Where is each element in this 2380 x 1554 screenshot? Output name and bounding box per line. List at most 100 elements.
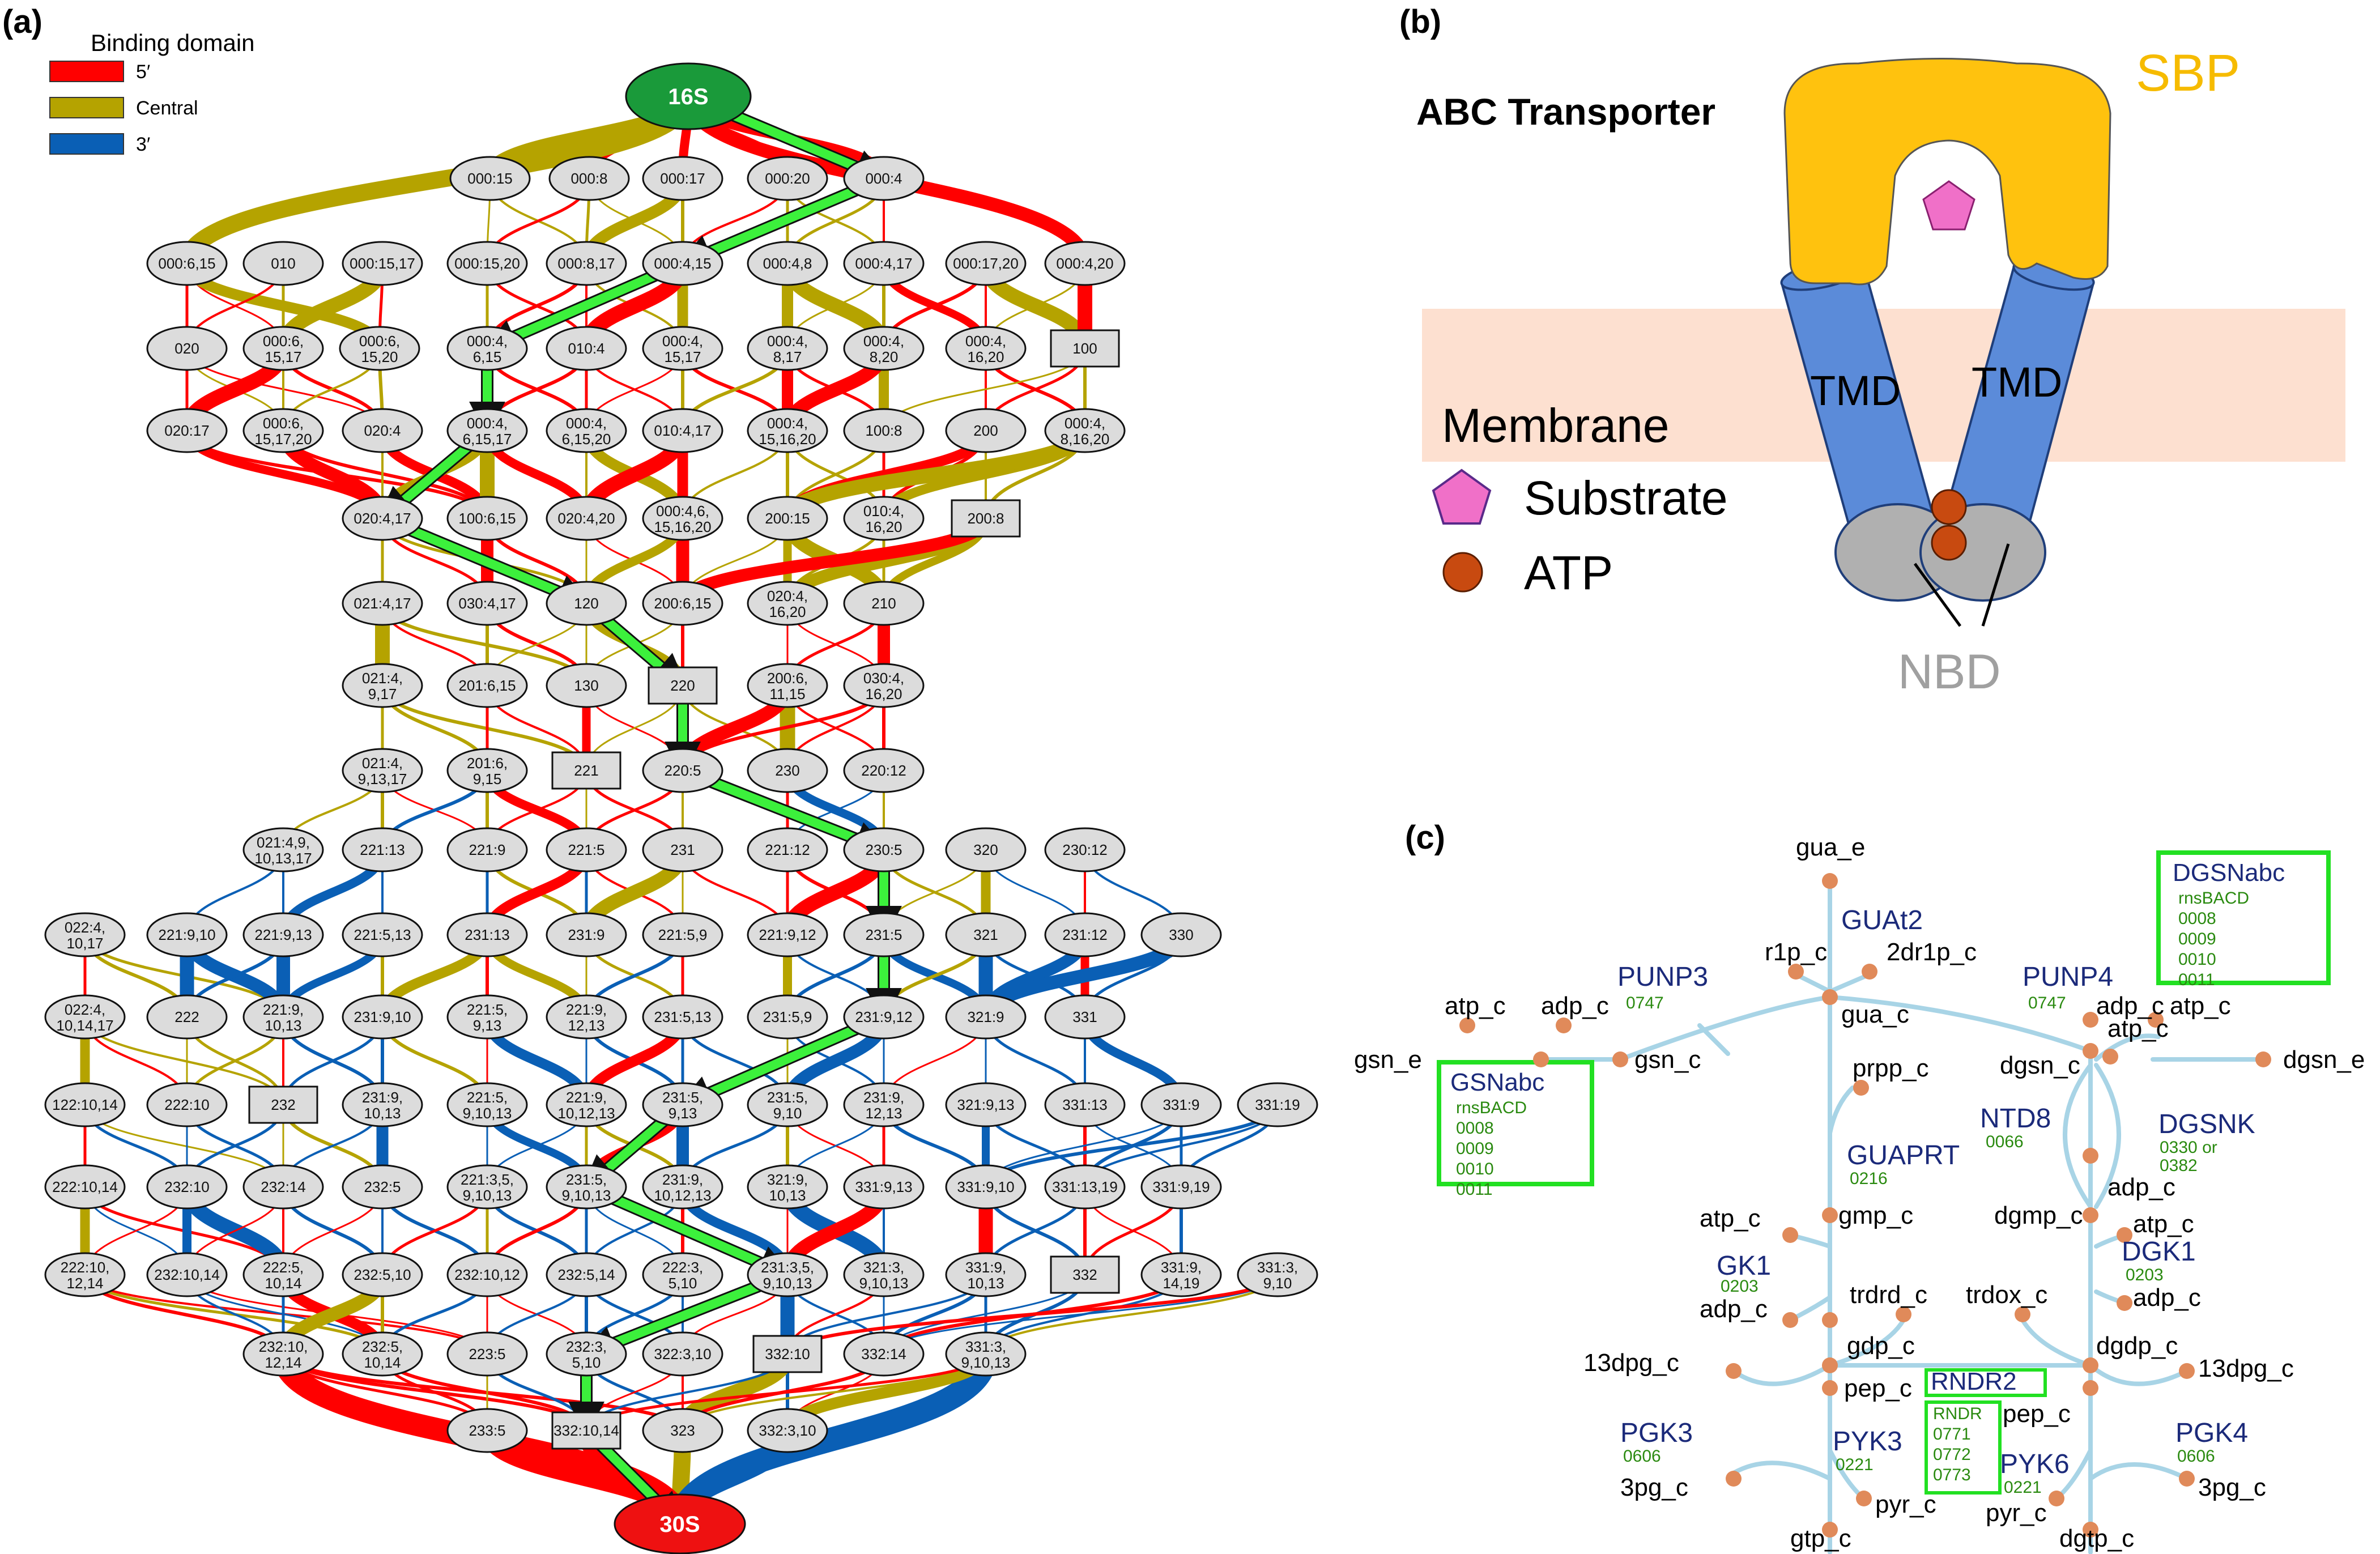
metabolite-dot-16 xyxy=(1782,1227,1798,1243)
metabolite-dot-3 xyxy=(1822,989,1838,1005)
node-label: 021:4, 9,17 xyxy=(362,670,403,703)
node-label: 000:4, 6,15 xyxy=(467,333,508,365)
node-label: 221:9, 10,13 xyxy=(263,1001,304,1034)
reaction-dgsnk: DGSNK xyxy=(2158,1109,2255,1139)
flow-pgk4-b xyxy=(2088,1462,2189,1481)
node-122-10-14: 122:10,14 xyxy=(44,1082,126,1127)
metabolite-dot-5 xyxy=(1556,1017,1572,1033)
node-label: 210 xyxy=(871,595,896,612)
node-000-4-6-15-16-20: 000:4,6, 15,16,20 xyxy=(642,496,723,541)
node-200-8: 200:8 xyxy=(951,499,1021,538)
node-230-5: 230:5 xyxy=(843,827,925,872)
node-label: 232:3, 5,10 xyxy=(566,1338,607,1371)
node-label: 021:4,9, 10,13,17 xyxy=(254,834,312,867)
assembly-edges xyxy=(80,95,1279,1526)
node-label: 220:12 xyxy=(861,762,906,779)
node-100-8: 100:8 xyxy=(843,408,925,453)
metabolite-atp-c: atp_c xyxy=(2133,1210,2194,1238)
node-230-12: 230:12 xyxy=(1044,827,1126,872)
node-200-15: 200:15 xyxy=(747,496,828,541)
metabolite-3pg-c: 3pg_c xyxy=(1620,1474,1688,1501)
node-323: 323 xyxy=(642,1408,723,1453)
reaction-genes-punp3: 0747 xyxy=(1626,994,1664,1012)
node-021-4-17: 021:4,17 xyxy=(342,581,423,626)
node-label: 122:10,14 xyxy=(52,1096,118,1113)
node-label: 222:3, 5,10 xyxy=(662,1259,703,1292)
box-genes-gsnabc: rnsBACD 0008 0009 0010 0011 xyxy=(1456,1099,1527,1199)
node-label: 232:5, 10,14 xyxy=(362,1338,403,1371)
node-label: 231:9 xyxy=(568,926,604,943)
metabolite-dot-33 xyxy=(1822,1522,1838,1538)
nbd-label: NBD xyxy=(1898,645,2001,699)
flow-ntd8 xyxy=(2063,1063,2093,1209)
node-label: 000:4, 15,17 xyxy=(662,333,703,365)
node-000-6-15-17-20: 000:6, 15,17,20 xyxy=(242,408,324,453)
node-331-9: 331:9 xyxy=(1140,1082,1222,1127)
reaction-punp3: PUNP3 xyxy=(1617,962,1708,992)
node-232-5-10-14: 232:5, 10,14 xyxy=(342,1331,423,1377)
metabolite-dot-35 xyxy=(1533,1051,1549,1067)
edge-30s-wide-3prime xyxy=(668,1352,998,1526)
nbd: NBD xyxy=(1834,503,2046,699)
node-000-4-17: 000:4,17 xyxy=(843,241,925,286)
flow-punp3 xyxy=(1618,995,1832,1062)
node-220-12: 220:12 xyxy=(843,748,925,793)
metabolite-adp-c: adp_c xyxy=(1541,992,1609,1020)
node-label: 321:9,13 xyxy=(957,1096,1014,1113)
reaction-genes-guaprt: 0216 xyxy=(1850,1169,1888,1188)
node-label: 332 xyxy=(1072,1266,1097,1283)
node-label: 221:5, 9,10,13 xyxy=(463,1089,512,1122)
node-010-4-16-20: 010:4, 16,20 xyxy=(843,496,925,541)
node-label: 000:4,15 xyxy=(654,255,711,272)
node-label: 221:3,5, 9,10,13 xyxy=(461,1171,514,1204)
metabolite-dot-20 xyxy=(1822,1312,1838,1328)
node-label: 332:10,14 xyxy=(554,1422,619,1439)
node-221-12: 221:12 xyxy=(747,827,828,872)
node-label: 000:8 xyxy=(570,170,607,187)
node-231-12: 231:12 xyxy=(1044,912,1126,957)
node-label: 222:10, 12,14 xyxy=(61,1259,110,1292)
reaction-genes-dgsnk: 0330 or 0382 xyxy=(2160,1138,2217,1175)
node-label: 232:10 xyxy=(164,1178,210,1195)
node-label: 000:4, 8,17 xyxy=(767,333,808,365)
node-010-4: 010:4 xyxy=(546,326,627,371)
node-222-3-5-10: 222:3, 5,10 xyxy=(642,1252,723,1297)
node-16s-start: 16S xyxy=(625,62,752,130)
node-021-4-9-10-13-17: 021:4,9, 10,13,17 xyxy=(242,827,324,872)
node-210: 210 xyxy=(843,581,925,626)
reaction-punp4: PUNP4 xyxy=(2023,962,2113,992)
metabolite-dot-27 xyxy=(1822,1380,1838,1396)
node-331-3-9-10-13: 331:3, 9,10,13 xyxy=(945,1331,1027,1377)
node-000-15-20: 000:15,20 xyxy=(446,241,528,286)
metabolite-dot-23 xyxy=(1822,1357,1838,1373)
node-label: 200 xyxy=(973,422,998,439)
node-222-10: 222:10 xyxy=(146,1082,228,1127)
node-label: 000:15 xyxy=(467,170,513,187)
node-231: 231 xyxy=(642,827,723,872)
node-221-5-9-10-13: 221:5, 9,10,13 xyxy=(446,1082,528,1127)
path-arrow-11 xyxy=(676,1012,886,1110)
box-title-dgsnabc: DGSNabc xyxy=(2173,859,2285,887)
node-label: 332:3,10 xyxy=(759,1422,816,1439)
node-label: 221:9,12 xyxy=(759,926,816,943)
node-label: 331:9,19 xyxy=(1152,1178,1210,1195)
node-221-9-13: 221:9,13 xyxy=(242,912,324,957)
reaction-dgk1: DGK1 xyxy=(2122,1237,2196,1267)
node-201-6-15: 201:6,15 xyxy=(446,663,528,708)
node-label: 231:5, 9,10,13 xyxy=(562,1171,611,1204)
metabolite-gsn-c: gsn_c xyxy=(1634,1046,1701,1074)
metabolite-dgdp-c: dgdp_c xyxy=(2096,1332,2178,1360)
node-232: 232 xyxy=(248,1085,318,1124)
node-label: 020:4,17 xyxy=(354,510,411,527)
node-100-6-15: 100:6,15 xyxy=(446,496,528,541)
reaction-genes-pyk3: 0221 xyxy=(1836,1455,1874,1474)
node-label: 230 xyxy=(775,762,799,779)
node-label: 021:4,17 xyxy=(354,595,411,612)
node-000-4-8: 000:4,8 xyxy=(747,241,828,286)
path-arrow-13 xyxy=(584,1182,794,1280)
metabolite-dot-10 xyxy=(2148,1012,2164,1028)
node-label: 000:17,20 xyxy=(953,255,1019,272)
node-label: 231:13 xyxy=(465,926,510,943)
node-000-4-6-15: 000:4, 6,15 xyxy=(446,326,528,371)
